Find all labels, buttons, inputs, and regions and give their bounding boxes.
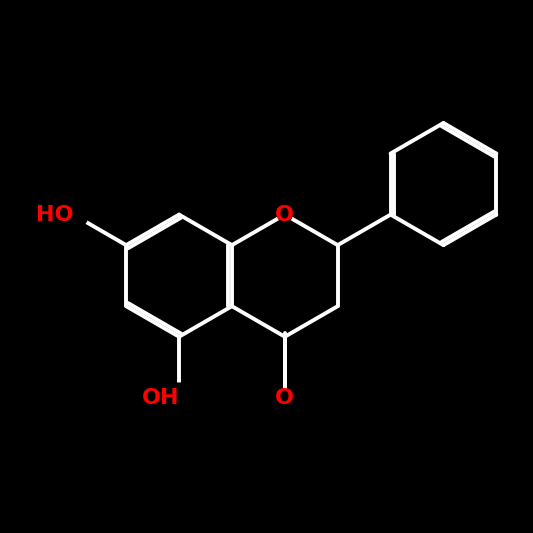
Text: O: O — [276, 205, 294, 224]
Circle shape — [278, 391, 292, 405]
Text: OH: OH — [142, 388, 179, 408]
Circle shape — [59, 200, 88, 229]
Circle shape — [278, 207, 292, 222]
Text: HO: HO — [36, 205, 73, 224]
Circle shape — [164, 383, 193, 413]
Text: O: O — [276, 388, 294, 408]
